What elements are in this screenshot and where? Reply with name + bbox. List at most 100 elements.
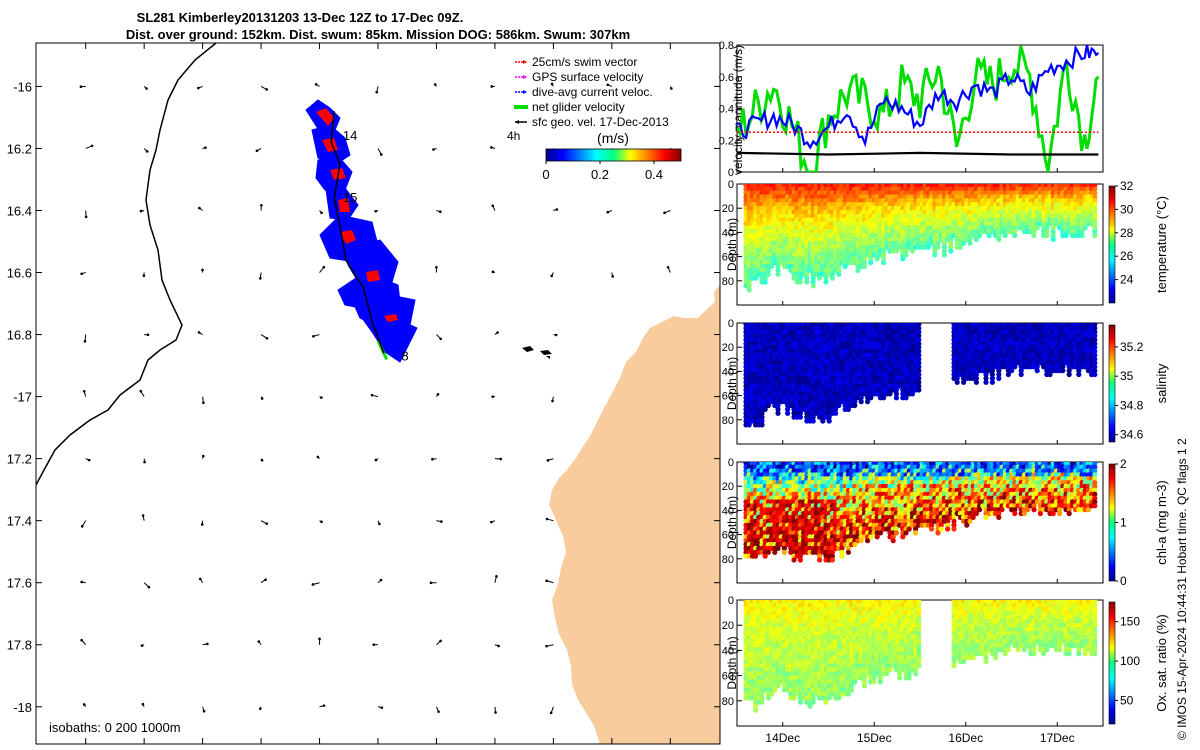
section-y-tick-label: 0 [728,595,734,607]
surface-velocity-arrowhead [495,575,498,578]
section-colorbar-label: chl-a (mg m-3) [1154,480,1169,565]
time-tick-label: 16Dec [948,731,983,745]
surface-velocity-arrowhead [200,523,204,526]
section-y-tick-label: 20 [722,203,734,215]
surface-velocity-arrowhead [80,580,83,584]
section-colorbar-tick-label: 1 [1120,516,1127,530]
section-colorbar-label: salinity [1154,363,1169,403]
surface-velocity-arrowhead [82,390,86,393]
section-colorbar-tick-label: 24 [1120,273,1134,287]
section-colorbar-tick-label: 26 [1120,249,1134,263]
surface-velocity-arrowhead [201,454,205,458]
legend-label-sfc: sfc geo. vel. 17-Dec-2013 [532,115,669,129]
section-panel-1: 0 20 40 60 80 Depth (m) 24 26 28 30 32 temperature … [722,179,1169,306]
title-line-1: SL281 Kimberley20131203 13-Dec 12Z to 17… [137,10,464,25]
surface-velocity-arrowhead [260,459,264,462]
section-colorbar-tick-label: 30 [1120,202,1134,216]
map-colorbar-title: (m/s) [597,130,629,146]
surface-velocity-arrowhead [318,637,321,641]
section-data [743,600,1098,713]
surface-velocity-arrowhead [322,704,326,707]
section-y-tick-label: 40 [722,505,734,517]
section-y-tick-label: 40 [722,227,734,239]
surface-velocity-arrowhead [320,520,323,524]
map-y-tick-label: 16.2 [7,141,32,156]
surface-velocity-arrowhead [265,88,269,91]
track-day-label: 14 [343,128,357,143]
velocity-series-sfc [737,151,1099,156]
surface-velocity-arrowhead [490,85,494,88]
section-y-tick-label: 0 [728,179,734,191]
surface-velocity-arrowhead [372,643,376,646]
surface-velocity-arrowhead [87,458,91,462]
surface-velocity-arrowhead [545,644,548,648]
map-y-tick-label: 17.4 [7,514,32,529]
surface-velocity-arrowhead [490,146,493,149]
surface-velocity-arrowhead [147,585,151,589]
surface-velocity-arrowhead [379,578,383,582]
map-y-tick-label: 16.8 [7,328,32,343]
section-colorbar-label: Ox. sat. ratio (%) [1154,614,1169,712]
surface-velocity-arrowhead [258,707,262,711]
map-y-tick-label: 17.6 [7,576,32,591]
map-y-tick-label: -18 [13,700,32,715]
surface-velocity-arrowhead [380,153,383,156]
section-colorbar [1108,463,1116,582]
section-colorbar [1108,185,1116,304]
section-colorbar [1108,601,1116,725]
surface-velocity-arrowhead [320,396,323,399]
surface-velocity-arrowhead [314,82,318,86]
surface-velocity-arrowhead [545,579,549,583]
footer-note: © IMOS 15-Apr-2024 10:44:31 Hobart time.… [1175,438,1189,740]
surface-velocity-arrowhead [145,150,149,153]
surface-velocity-arrowhead [142,274,146,278]
surface-velocity-arrowhead [265,522,269,525]
section-data [743,184,1098,293]
section-colorbar-tick-label: 32 [1120,179,1134,193]
surface-velocity-arrowhead [260,203,263,207]
velocity-y-tick-label: 0.6 [719,72,734,84]
legend-entry-swim: 25cm/s swim vector [515,55,637,69]
velocity-y-tick-label: 0.4 [719,104,734,116]
time-tick-label: 17Dec [1040,731,1075,745]
surface-velocity-arrowhead [439,210,442,213]
surface-velocity-arrowhead [80,525,84,528]
surface-velocity-arrowhead [663,211,666,215]
legend-label-gps: GPS surface velocity [532,70,643,84]
section-y-tick-label: 80 [722,276,734,288]
surface-velocity-arrowhead [554,333,558,337]
title-line-2: Dist. over ground: 152km. Dist. swum: 85… [126,27,630,42]
section-panel-2: 0 20 40 60 80 Depth (m) 34.6 34.8 35 35.2 salinity [722,318,1169,445]
map-y-tick-label: -16 [13,79,32,94]
legend-entry-sfc: sfc geo. vel. 17-Dec-2013 [515,115,669,129]
surface-velocity-arrowhead [606,210,609,214]
map-colorbar [545,148,682,162]
map-colorbar-ticks: 0 0.2 0.4 [542,161,663,182]
section-y-tick-label: 60 [722,391,734,403]
surface-velocity-arrowhead [322,265,326,269]
velocity-y-label: velocity magnitude (m/s) [731,45,745,175]
surface-velocity-arrowhead [611,275,615,278]
isobaths-label: isobaths: 0 200 1000m [49,720,181,735]
surface-velocity-arrowhead [90,144,94,148]
surface-velocity-arrowhead [380,706,384,709]
surface-velocity-arrowhead [204,146,207,149]
section-colorbar-tick-label: 34.8 [1120,398,1144,412]
surface-velocity-arrowhead [83,340,87,343]
map-x-ticks: 120.6120.8121121.2121.4121.6121.8122122.… [85,43,671,744]
map-y-ticks: -16 16.2 16.4 16.6 16.8 -17 17.2 17.4 17.6 17.8 -1… [7,79,720,715]
swim-vector-patch [338,198,350,212]
section-colorbar-tick-label: 0 [1120,574,1127,588]
offshore-islands [522,346,552,359]
surface-velocity-arrowhead [490,520,493,524]
surface-velocity-arrowhead [545,517,549,521]
section-y-tick-label: 20 [722,620,734,632]
isobath-line [36,43,217,486]
section-colorbar-label: temperature (°C) [1154,196,1169,293]
section-y-tick-label: 0 [728,457,734,469]
surface-velocity-arrowhead [146,333,150,337]
section-y-tick-label: 20 [722,342,734,354]
surface-velocity-arrowhead [551,399,554,403]
